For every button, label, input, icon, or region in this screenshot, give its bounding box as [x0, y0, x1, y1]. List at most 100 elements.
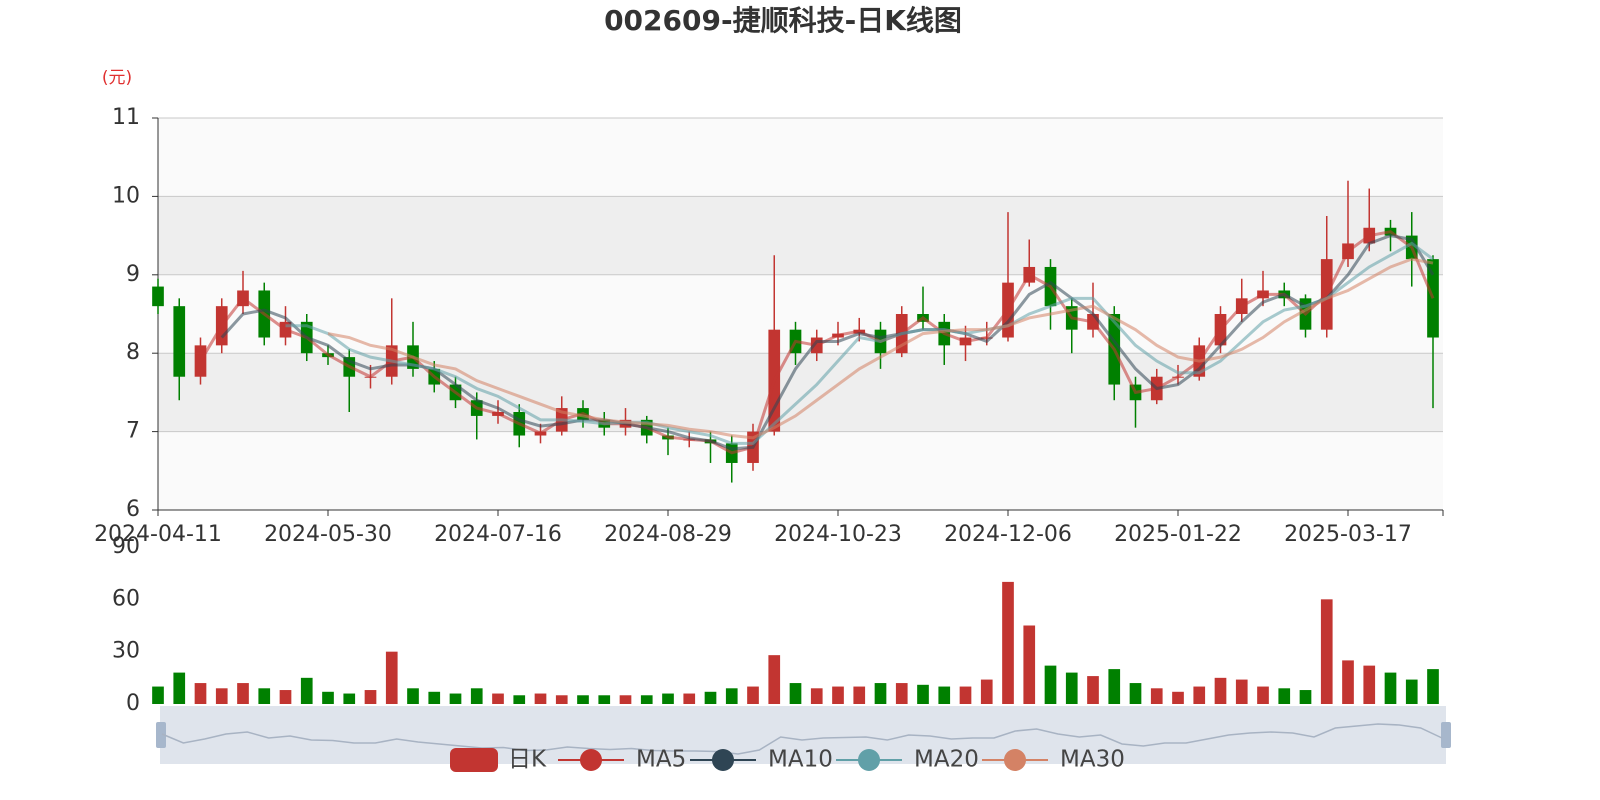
legend-icon: [450, 748, 498, 772]
x-tick-label: 2024-04-11: [94, 522, 222, 547]
volume-bar: [577, 695, 589, 704]
ma-line: [199, 230, 1435, 455]
volume-bar: [1342, 660, 1354, 704]
volume-tick-label: 60: [112, 586, 140, 611]
volume-bar: [1044, 665, 1057, 704]
volume-bar: [1023, 625, 1036, 704]
volume-bar: [364, 690, 377, 704]
legend-label: MA30: [1060, 747, 1125, 773]
x-tick-label: 2024-12-06: [944, 522, 1072, 547]
volume-bar: [959, 686, 972, 704]
volume-bar: [980, 679, 993, 704]
plot-band: [158, 431, 1443, 510]
volume-bar: [279, 690, 292, 704]
y-tick-label: 6: [126, 497, 140, 522]
legend-label: MA5: [636, 747, 686, 773]
volume-bar: [1108, 669, 1121, 704]
volume-bar: [1299, 690, 1312, 704]
volume-bar: [874, 683, 887, 704]
plot-band: [158, 353, 1443, 432]
legend-item[interactable]: MA20: [836, 747, 979, 773]
x-tick-label: 2024-07-16: [434, 522, 562, 547]
volume-bar: [343, 693, 356, 704]
legend-item[interactable]: 日K: [450, 747, 547, 773]
volume-tick-label: 30: [112, 639, 140, 664]
volume-tick-label: 90: [112, 534, 140, 559]
volume-bar: [385, 651, 398, 704]
volume-bar: [895, 683, 908, 704]
volume-bar: [640, 695, 653, 704]
volume-bar: [492, 693, 504, 704]
slider-line: [161, 723, 1443, 755]
volume-bar: [810, 688, 823, 704]
plot-band: [158, 118, 1443, 197]
legend-icon: [712, 749, 734, 771]
x-tick-label: 2025-01-22: [1114, 522, 1242, 547]
ma-line: [327, 257, 1434, 440]
y-tick-label: 7: [126, 419, 140, 444]
volume-tick-label: 0: [126, 691, 140, 716]
volume-bar: [1405, 679, 1418, 704]
volume-bar: [768, 655, 781, 704]
y-unit: (元): [102, 68, 132, 88]
volume-bar: [683, 693, 696, 704]
candle-body: [152, 286, 164, 307]
volume-bar: [555, 695, 568, 704]
legend-icon: [858, 749, 880, 771]
slider-handle[interactable]: [1441, 722, 1451, 748]
volume-bar: [1087, 676, 1099, 704]
volume-bar: [1363, 665, 1376, 704]
volume-bar: [747, 686, 759, 704]
y-tick-label: 9: [126, 262, 140, 287]
volume-bar: [619, 695, 632, 704]
x-tick-label: 2024-08-29: [604, 522, 732, 547]
volume-bar: [322, 691, 334, 704]
volume-bar: [428, 691, 441, 704]
volume-bar: [194, 683, 207, 704]
volume-bar: [1384, 672, 1397, 704]
volume-bar: [470, 688, 483, 704]
volume-bar: [215, 688, 228, 704]
volume-bar: [789, 683, 802, 704]
volume-bar: [407, 688, 419, 704]
candle-body: [173, 306, 186, 377]
volume-bar: [152, 686, 164, 704]
legend-icon: [580, 749, 602, 771]
volume-bar: [1193, 686, 1206, 704]
x-tick-label: 2025-03-17: [1284, 522, 1412, 547]
y-tick-label: 8: [126, 340, 140, 365]
volume-bar: [662, 693, 674, 704]
x-tick-label: 2024-05-30: [264, 522, 392, 547]
volume-bar: [1150, 688, 1163, 704]
volume-bar: [237, 683, 249, 704]
x-tick-label: 2024-10-23: [774, 522, 902, 547]
volume-bar: [1278, 688, 1291, 704]
volume-bar: [704, 691, 717, 704]
volume-bar: [300, 677, 313, 704]
plot-band: [158, 196, 1443, 275]
y-tick-label: 11: [112, 105, 140, 130]
volume-bar: [513, 695, 526, 704]
volume-bar: [1172, 691, 1184, 704]
legend-label: MA20: [914, 747, 979, 773]
volume-bar: [725, 688, 738, 704]
chart-title: 002609-捷顺科技-日K线图: [604, 4, 962, 37]
legend-label: MA10: [768, 747, 833, 773]
volume-bar: [258, 688, 271, 704]
volume-bar: [1002, 581, 1014, 704]
volume-bar: [1129, 683, 1142, 704]
legend-item[interactable]: MA10: [690, 747, 833, 773]
legend-item[interactable]: MA5: [558, 747, 686, 773]
legend-icon: [1004, 749, 1026, 771]
slider-handle[interactable]: [156, 722, 166, 748]
volume-bar: [853, 686, 866, 704]
volume-bar: [1320, 599, 1333, 704]
volume-bar: [449, 693, 462, 704]
ma-line: [285, 241, 1434, 445]
legend-item[interactable]: MA30: [982, 747, 1125, 773]
volume-bar: [1065, 672, 1078, 704]
volume-bar: [1214, 677, 1227, 704]
volume-bar: [173, 672, 186, 704]
legend-label: 日K: [508, 747, 547, 773]
